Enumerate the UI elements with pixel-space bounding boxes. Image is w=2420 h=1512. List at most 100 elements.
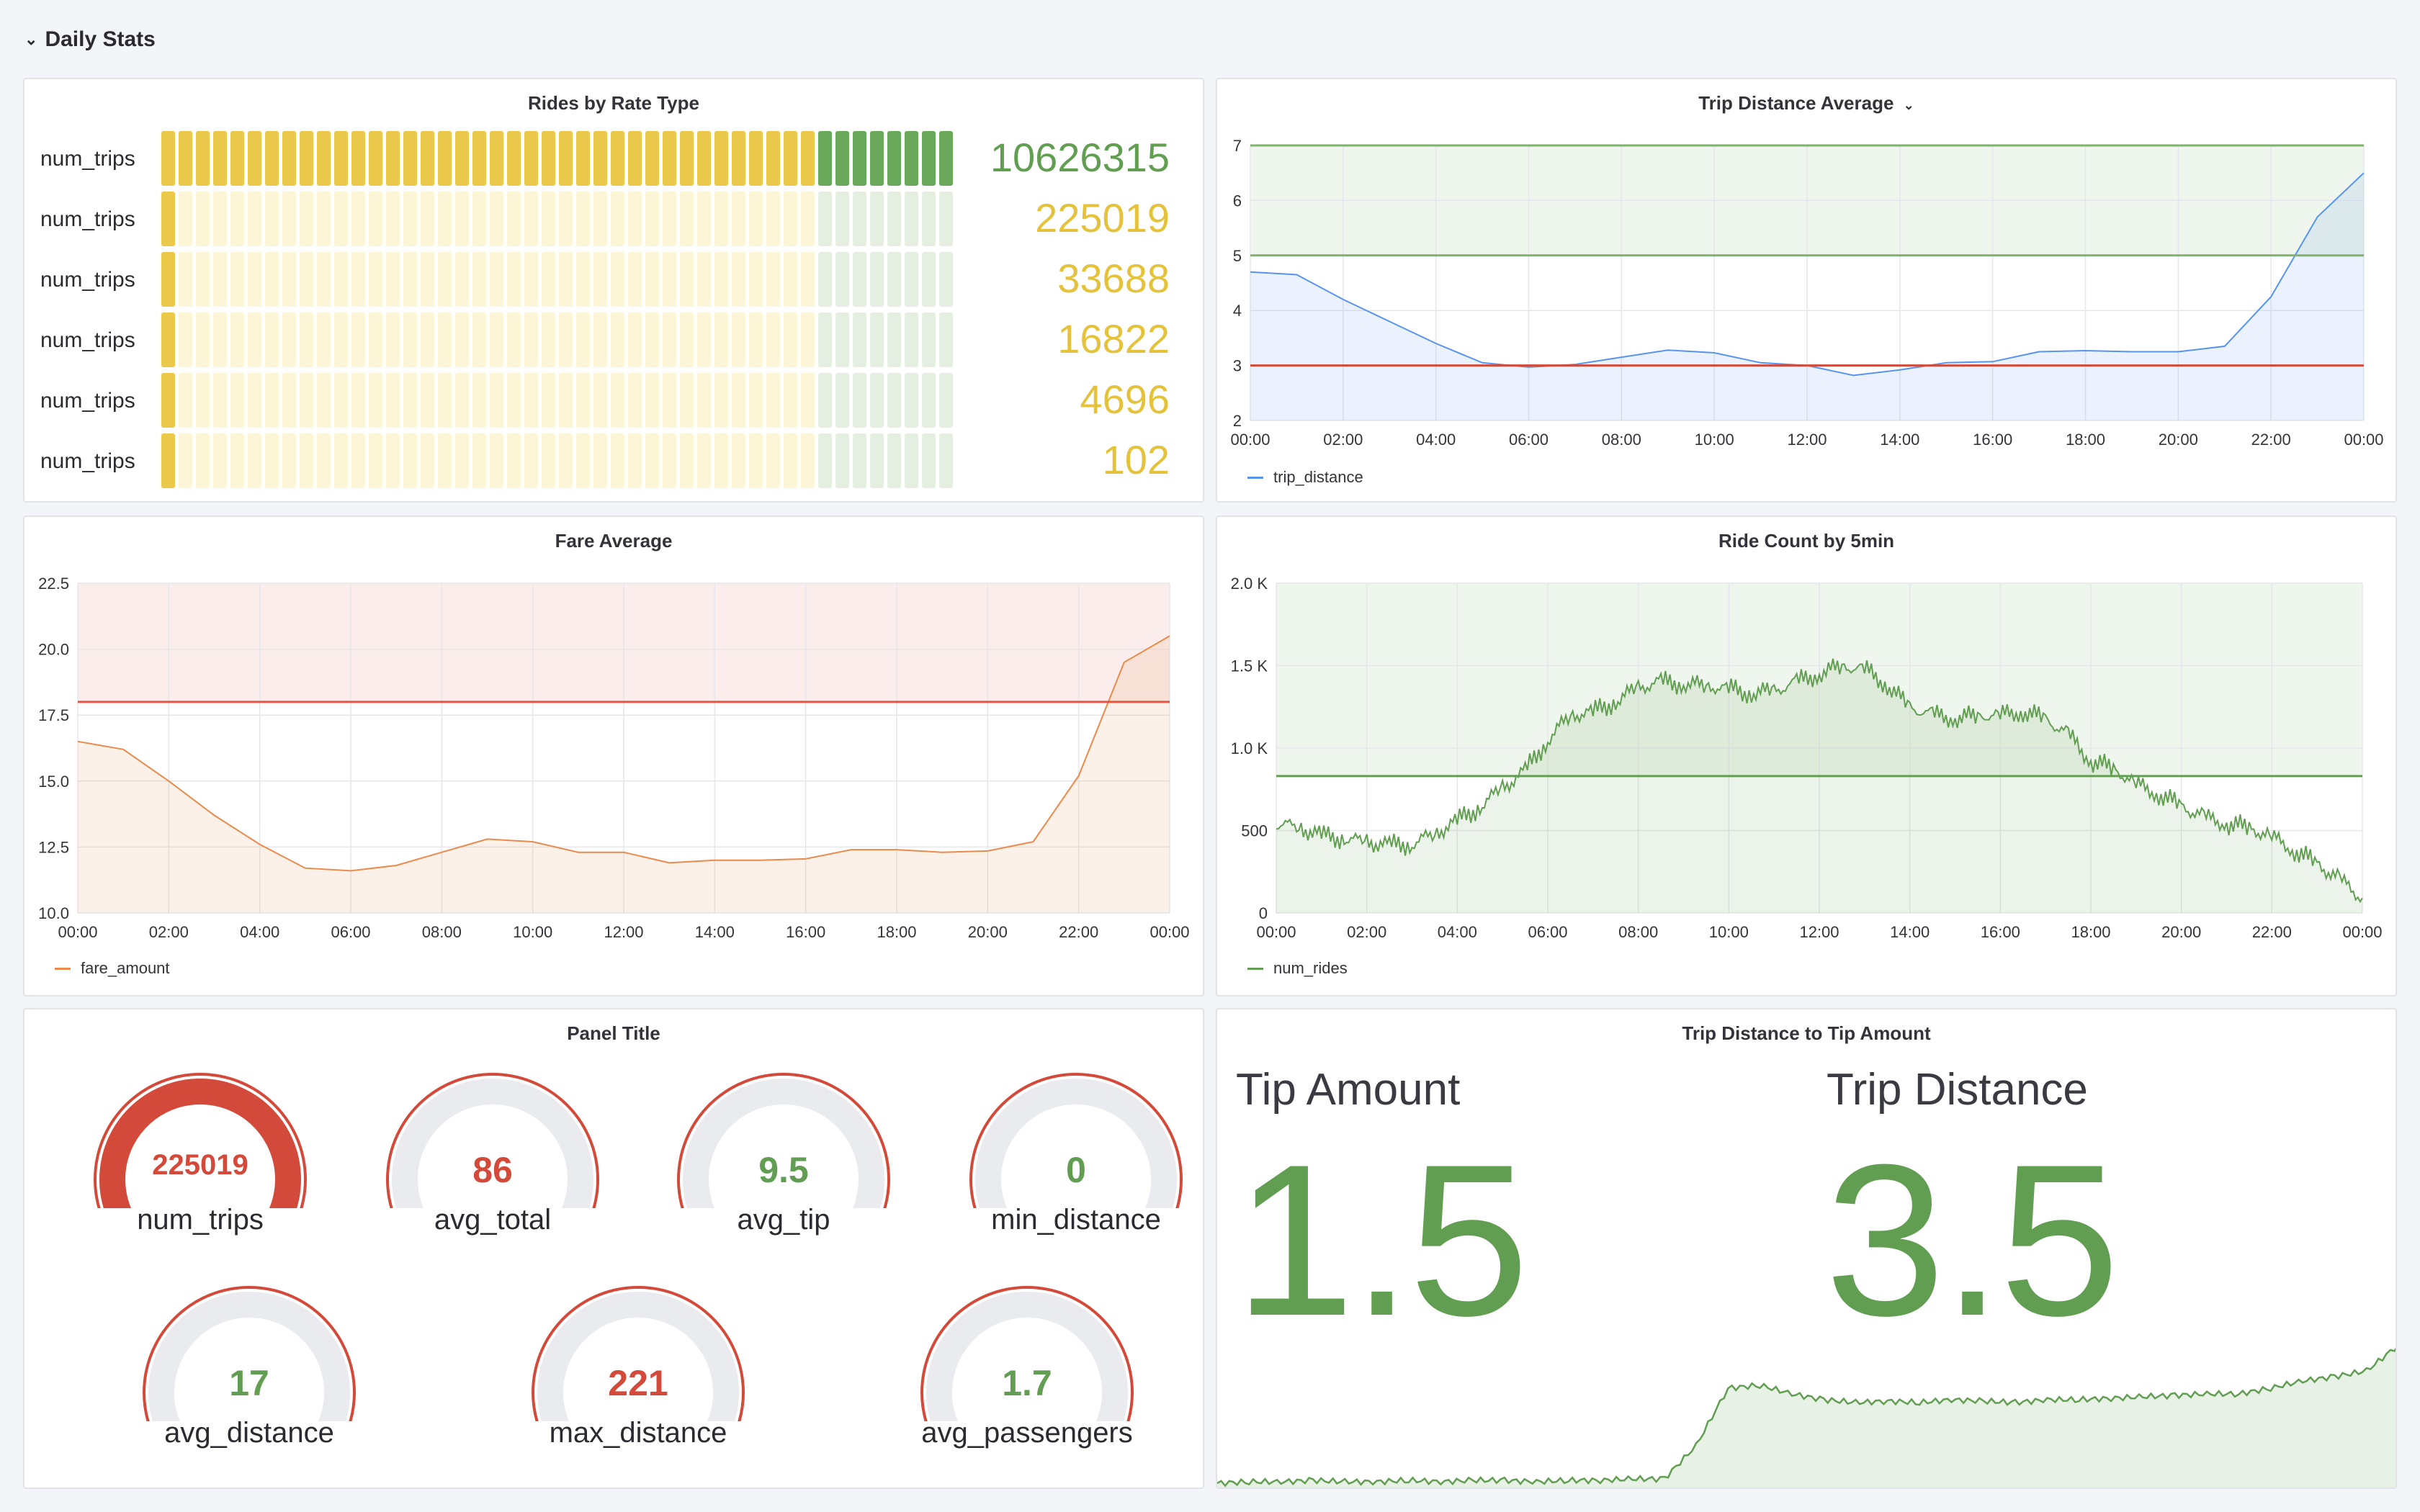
- bar-segment: [317, 192, 331, 246]
- row-title: Daily Stats: [45, 27, 156, 51]
- gauge-threshold-ring: [94, 1073, 307, 1242]
- bar-segment: [645, 312, 659, 367]
- gauge-avg-total: 86 avg_total: [377, 1064, 608, 1251]
- bar-segment: [542, 192, 555, 246]
- bar-segment: [455, 373, 469, 428]
- bar-segment: [628, 192, 642, 246]
- bar-segment: [421, 192, 434, 246]
- chart-fare-average: 10.0 12.5 15.0 17.5 20.0 22.5 00:00 02:00 04:00 0…: [38, 575, 1189, 941]
- panel-ride-count[interactable]: Ride Count by 5min 0 500 1.0 K 1.5 K 2.0 K 00…: [1216, 516, 2397, 996]
- bar-segment: [248, 433, 261, 488]
- panel-fare-average[interactable]: Fare Average 10.0 12.5 15.0 17.5 20.0 22.5 00:…: [23, 516, 1204, 996]
- y-tick-label: 17.5: [38, 706, 69, 724]
- bar-segment: [490, 373, 503, 428]
- bar-segment: [248, 252, 261, 307]
- bar-segment: [939, 373, 953, 428]
- x-tick-label: 14:00: [695, 923, 735, 941]
- bar-segment: [732, 192, 745, 246]
- x-tick-label: 18:00: [2066, 431, 2105, 449]
- bar-segment: [230, 131, 244, 186]
- y-tick-label: 3: [1233, 357, 1242, 375]
- panel-title[interactable]: Trip Distance Average ⌄: [1217, 92, 2396, 114]
- bar-segment: [179, 433, 192, 488]
- gauge-max-distance: 221 max_distance: [523, 1277, 753, 1464]
- chart-trip-distance: 2 3 4 5 6 7 00:00 02:00 04:00 06:00 08:00 10:00 12:0…: [1230, 137, 2383, 449]
- gauge-arc: [94, 1073, 307, 1242]
- bar-segment: [835, 131, 849, 186]
- bar-segment: [732, 433, 745, 488]
- x-tick-label: 06:00: [1528, 923, 1567, 941]
- bar-segment: [784, 252, 797, 307]
- bar-segment: [179, 192, 192, 246]
- y-tick-label: 12.5: [38, 838, 69, 856]
- bar-segment: [835, 373, 849, 428]
- bar-segment: [680, 192, 694, 246]
- panel-rides-by-rate-type[interactable]: Rides by Rate Type num_trips 10626315 num_…: [23, 78, 1204, 503]
- bar-segment: [784, 312, 797, 367]
- bar-segment: [386, 192, 400, 246]
- x-tick-label: 00:00: [1256, 923, 1296, 941]
- bar-segment: [179, 252, 192, 307]
- bar-segment: [593, 312, 607, 367]
- bar-segment: [386, 433, 400, 488]
- bar-gauge-row: num_trips 33688: [40, 252, 1170, 307]
- bar-segment: [939, 131, 953, 186]
- bar-segment: [939, 312, 953, 367]
- legend[interactable]: num_rides: [1247, 959, 1348, 978]
- gauge-value: 9.5: [758, 1150, 809, 1190]
- bar-segment: [576, 312, 590, 367]
- bar-segment: [559, 252, 573, 307]
- x-tick-label: 10:00: [1709, 923, 1749, 941]
- x-tick-label: 22:00: [2252, 923, 2292, 941]
- legend[interactable]: trip_distance: [1247, 468, 1363, 487]
- bar-segment: [455, 433, 469, 488]
- row-header-daily-stats[interactable]: ⌄ Daily Stats: [24, 27, 156, 52]
- bar-segment: [455, 312, 469, 367]
- bar-segment: [507, 252, 521, 307]
- bar-label: num_trips: [40, 328, 135, 352]
- bar-segment: [611, 192, 624, 246]
- bar-segment: [472, 433, 486, 488]
- bar-segment: [196, 433, 210, 488]
- legend[interactable]: fare_amount: [55, 959, 170, 978]
- bar-segment: [818, 131, 832, 186]
- x-tick-label: 08:00: [1618, 923, 1658, 941]
- bar-segment: [611, 373, 624, 428]
- bar-segment: [749, 373, 763, 428]
- gauge-label: avg_passengers: [921, 1417, 1133, 1449]
- bar-segment: [248, 373, 261, 428]
- bar-segment: [645, 252, 659, 307]
- bar-segment: [680, 373, 694, 428]
- bar-segment: [351, 131, 365, 186]
- gauge-value: 86: [472, 1150, 513, 1190]
- bar-segment: [801, 131, 815, 186]
- sparkline-area: [1217, 1349, 2396, 1488]
- panel-title: Trip Distance to Tip Amount: [1682, 1022, 1931, 1044]
- panel-trip-distance-average[interactable]: Trip Distance Average ⌄ 2 3 4 5 6 7 00:00 02:00…: [1216, 78, 2397, 503]
- bar-segment: [317, 373, 331, 428]
- bar-segment: [645, 192, 659, 246]
- bar-value: 16822: [1057, 316, 1170, 361]
- bar-segment: [628, 312, 642, 367]
- legend-swatch: [1247, 476, 1263, 479]
- gauge-avg-tip: 9.5 avg_tip: [668, 1064, 899, 1251]
- bar-segment: [853, 252, 866, 307]
- bar-segment: [438, 373, 452, 428]
- gauge-label: num_trips: [137, 1204, 264, 1236]
- bar-segment: [887, 312, 901, 367]
- bar-label: num_trips: [40, 207, 135, 231]
- bar-segment: [628, 252, 642, 307]
- bar-segment: [213, 192, 227, 246]
- bar-segment: [784, 373, 797, 428]
- bar-segment: [421, 131, 434, 186]
- panel-trip-to-tip[interactable]: Trip Distance to Tip Amount Tip Amount 1…: [1216, 1008, 2397, 1489]
- x-tick-label: 16:00: [1973, 431, 2012, 449]
- bar-segment: [887, 192, 901, 246]
- bar-segment: [369, 252, 382, 307]
- bar-segment: [472, 192, 486, 246]
- bar-segment: [593, 192, 607, 246]
- bar-segment: [490, 131, 503, 186]
- panel-gauges[interactable]: Panel Title 225019 num_trips 86 avg_total 9.…: [23, 1008, 1204, 1489]
- bar-segment: [524, 373, 538, 428]
- y-tick-label: 0: [1259, 904, 1268, 922]
